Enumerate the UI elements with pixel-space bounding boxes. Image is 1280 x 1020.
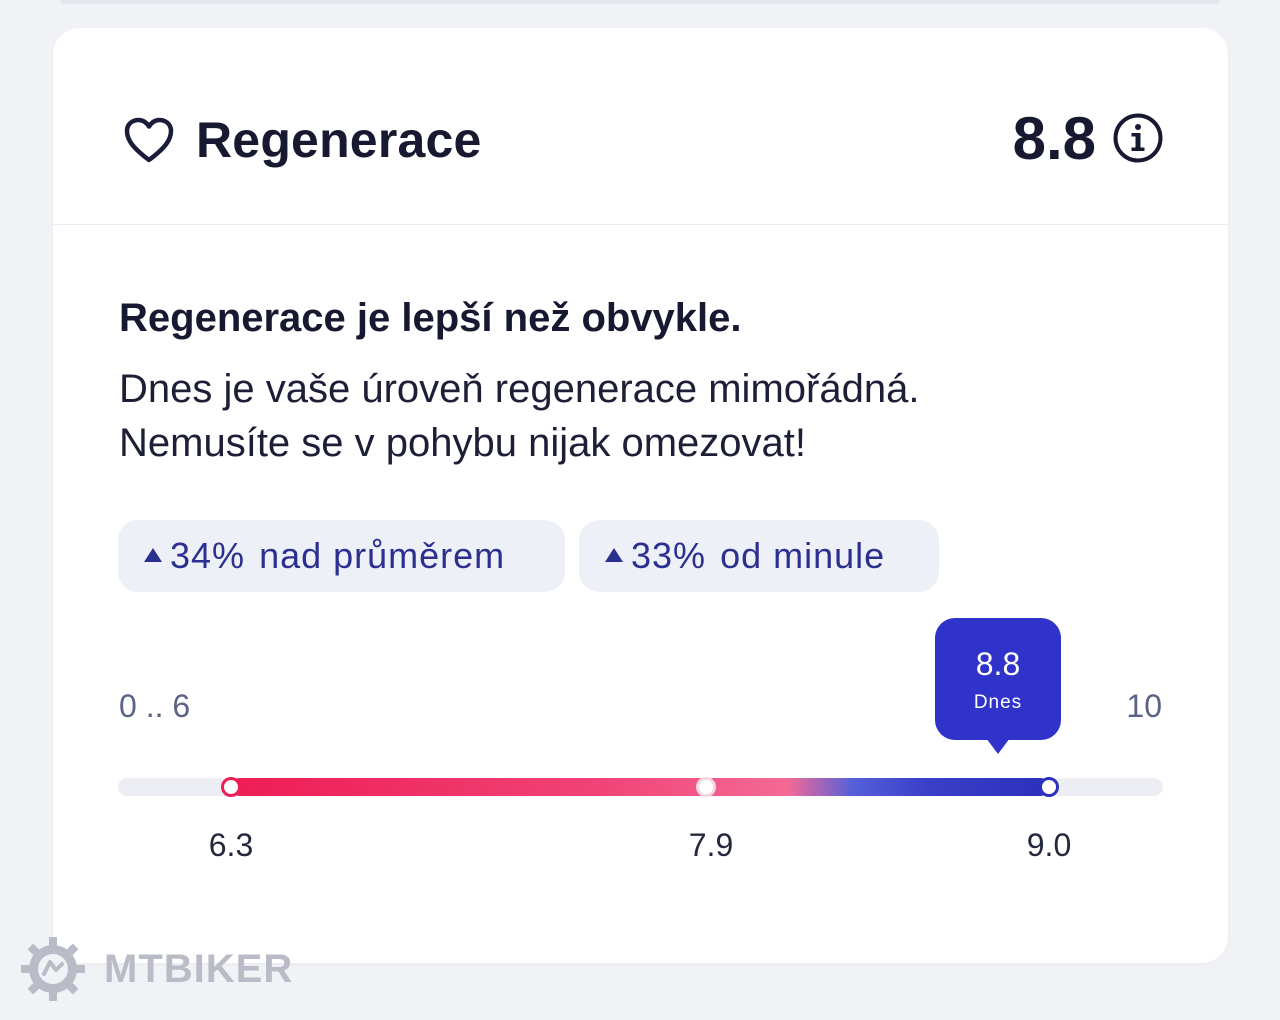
summary-line-1: Dnes je vaše úroveň regenerace mimořádná… [119, 367, 920, 411]
range-track [118, 777, 1163, 797]
range-fill [231, 778, 1049, 796]
tick-label-low: 6.3 [208, 827, 254, 863]
recovery-card: Regenerace 8.8 Regenerace je lepší než o… [53, 28, 1228, 963]
gear-logo-icon [21, 937, 85, 1001]
background-card-edge [60, 0, 1220, 4]
chip-value: 33% [631, 535, 707, 576]
chip-text: od minule [720, 535, 886, 576]
triangle-up-icon [144, 548, 162, 562]
range-min-label: 0 .. 6 [119, 688, 191, 724]
tick-label-mid: 7.9 [688, 827, 734, 863]
watermark-text: MTBIKER [104, 946, 294, 991]
range-dot-low [221, 777, 241, 797]
triangle-up-icon [605, 548, 623, 562]
info-icon[interactable] [1112, 112, 1164, 164]
chip-value: 34% [170, 535, 246, 576]
chip-text: nad průměrem [259, 535, 506, 576]
score-value: 8.8 [1012, 105, 1096, 172]
tick-label-high: 9.0 [1026, 827, 1072, 863]
heart-icon [124, 117, 174, 163]
range-dot-high [1039, 777, 1059, 797]
range-dot-mid [696, 777, 716, 797]
range-max-label: 10 [1126, 688, 1162, 724]
card-header: Regenerace 8.8 [53, 28, 1228, 225]
today-value: 8.8 [975, 646, 1021, 682]
today-label: Dnes [973, 692, 1023, 713]
summary-description: Dnes je vaše úroveň regenerace mimořádná… [119, 362, 1119, 470]
summary-line-2: Nemusíte se v pohybu nijak omezovat! [119, 421, 807, 465]
chip-since-last: 33% od minule [579, 520, 939, 592]
card-title: Regenerace [196, 112, 482, 168]
summary-headline: Regenerace je lepší než obvykle. [119, 296, 742, 340]
today-tooltip: 8.8 Dnes [935, 618, 1061, 754]
chip-above-average: 34% nad průměrem [118, 520, 565, 592]
watermark: MTBIKER [18, 934, 293, 1004]
